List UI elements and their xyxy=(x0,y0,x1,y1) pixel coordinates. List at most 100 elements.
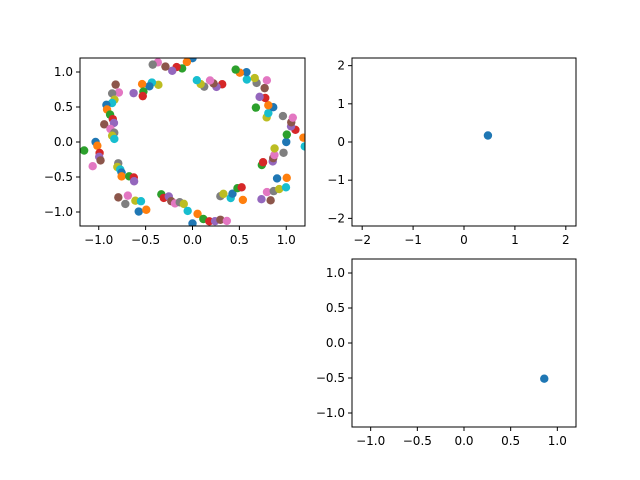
scatter-point xyxy=(266,196,275,205)
scatter-point xyxy=(278,111,288,121)
scatter-point xyxy=(117,172,126,181)
scatter-point xyxy=(540,374,549,383)
scatter-point xyxy=(300,142,305,151)
scatter-point xyxy=(161,62,170,71)
subplots-group: −1.0 −0.5 0.0 0.5 1.0 −1.0 −0.5 0.0 0.5 1.0 −2 −1 0 1… xyxy=(44,57,577,448)
scatter-point xyxy=(137,79,147,89)
x-tick-label: 0 xyxy=(460,233,468,247)
scatter-point xyxy=(183,206,192,216)
y-tick-label: 2 xyxy=(337,59,345,73)
scatter-point xyxy=(299,133,305,142)
scatter-point xyxy=(237,183,246,192)
scatter-point xyxy=(275,184,284,194)
scatter-point xyxy=(142,205,151,214)
y-tick-label: −1.0 xyxy=(44,205,73,219)
scatter-point xyxy=(154,80,163,90)
scatter-point xyxy=(80,146,89,155)
y-tick-label: 0.5 xyxy=(326,301,345,315)
scatter-point xyxy=(257,194,266,204)
scatter-point xyxy=(168,66,177,75)
scatter-point xyxy=(129,88,138,98)
scatter-point xyxy=(281,183,291,192)
scatter-point xyxy=(258,158,268,167)
x-tick-label: 0.5 xyxy=(230,233,249,247)
x-tick-label: 0.0 xyxy=(454,434,473,448)
x-tick-label: −1 xyxy=(404,233,422,247)
scatter-point xyxy=(262,76,272,85)
scatter-point xyxy=(219,189,228,199)
scatter-point xyxy=(270,150,279,160)
y-tick-label: −2 xyxy=(327,211,345,225)
y-tick-label: 0.0 xyxy=(54,135,73,149)
scatter-point xyxy=(228,189,237,198)
y-tick-label: −1.0 xyxy=(316,406,345,420)
scatter-point xyxy=(279,148,288,157)
y-tick-label: −1 xyxy=(327,173,345,187)
scatter-point xyxy=(282,137,291,147)
scatter-point xyxy=(111,80,120,89)
y-tick-label: −0.5 xyxy=(316,371,345,385)
plot-area xyxy=(483,131,493,140)
subplot-top-right: −2 −1 0 1 2 −2 −1 0 1 2 xyxy=(327,57,577,247)
plot-area xyxy=(540,374,549,383)
scatter-point xyxy=(114,193,123,202)
subplot-bottom-right: −1.0 −0.5 0.0 0.5 1.0 −1.0 −0.5 0.0 0.5 1.0 xyxy=(316,258,577,448)
x-tick-label: −1.0 xyxy=(84,233,113,247)
scatter-point xyxy=(179,199,188,209)
scatter-point xyxy=(138,91,147,101)
y-tick-label: 1 xyxy=(337,97,345,111)
x-tick-label: 1 xyxy=(511,233,519,247)
y-tick-label: 1.0 xyxy=(326,266,345,280)
scatter-point xyxy=(238,195,248,205)
scatter-point xyxy=(242,75,252,84)
scatter-point xyxy=(483,131,493,140)
scatter-point xyxy=(136,197,146,206)
scatter-point xyxy=(282,130,292,139)
x-tick-label: −0.5 xyxy=(131,233,160,247)
scatter-point xyxy=(123,191,133,200)
y-tick-label: 0 xyxy=(337,135,345,149)
scatter-point xyxy=(148,60,157,69)
x-tick-label: 2 xyxy=(562,233,570,247)
subplot-ring: −1.0 −0.5 0.0 0.5 1.0 −1.0 −0.5 0.0 0.5 1.0 xyxy=(44,57,306,247)
scatter-point xyxy=(100,120,109,129)
x-tick-label: 0.0 xyxy=(183,233,202,247)
y-tick-label: −0.5 xyxy=(44,170,73,184)
scatter-point xyxy=(231,65,240,74)
scatter-point xyxy=(182,58,192,67)
x-tick-label: 1.0 xyxy=(277,233,296,247)
scatter-point xyxy=(205,76,215,85)
scatter-point xyxy=(288,113,298,122)
y-tick-label: 0.5 xyxy=(54,100,73,114)
scatter-point xyxy=(96,156,105,165)
scatter-point xyxy=(264,101,273,110)
scatter-point xyxy=(222,216,232,226)
scatter-point xyxy=(134,207,143,216)
scatter-point xyxy=(264,108,273,118)
scatter-point xyxy=(192,76,202,85)
scatter-point xyxy=(145,82,154,91)
x-tick-label: −0.5 xyxy=(403,434,432,448)
plot-area xyxy=(80,58,305,226)
scatter-point xyxy=(250,73,259,83)
scatter-point xyxy=(93,141,102,150)
scatter-point xyxy=(282,173,291,183)
scatter-point xyxy=(121,199,130,209)
scatter-point xyxy=(272,174,282,183)
scatter-point xyxy=(88,162,97,171)
scatter-point xyxy=(129,177,139,186)
scatter-point xyxy=(262,187,272,197)
x-tick-label: −2 xyxy=(353,233,371,247)
scatter-point xyxy=(270,144,279,153)
scatter-point xyxy=(110,134,119,144)
y-tick-label: 1.0 xyxy=(54,65,73,79)
scatter-point xyxy=(216,215,225,224)
x-tick-label: −1.0 xyxy=(356,434,385,448)
scatter-point xyxy=(260,83,269,93)
scatter-point xyxy=(242,67,251,77)
scatter-point xyxy=(188,219,197,226)
x-tick-label: 1.0 xyxy=(548,434,567,448)
scatter-point xyxy=(193,209,202,219)
